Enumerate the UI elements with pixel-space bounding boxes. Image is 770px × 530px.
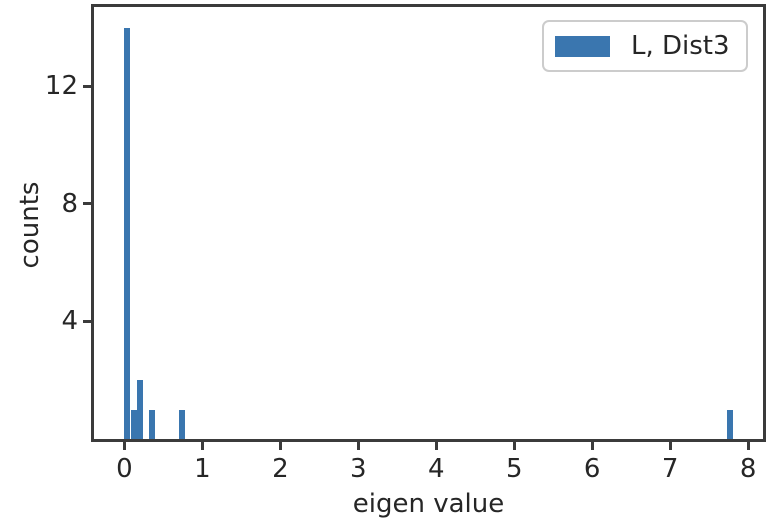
x-axis-tick — [512, 442, 516, 450]
x-axis-label: eigen value — [352, 489, 505, 519]
y-tick-label: 4 — [61, 306, 78, 337]
histogram-bar — [726, 409, 733, 439]
x-tick-label: 0 — [116, 454, 133, 484]
y-axis-tick — [83, 84, 91, 88]
x-tick-label: 8 — [739, 454, 757, 484]
x-axis-tick — [590, 442, 594, 450]
y-axis-tick — [83, 202, 91, 206]
histogram-bar — [179, 409, 186, 439]
x-tick-label: 6 — [583, 454, 601, 484]
histogram-bar — [130, 409, 137, 439]
x-tick-label: 7 — [661, 454, 679, 484]
x-tick-label: 2 — [272, 454, 289, 484]
y-tick-label: 12 — [44, 71, 78, 102]
x-axis-tick — [200, 442, 204, 450]
x-axis-tick — [278, 442, 282, 450]
histogram-bar — [124, 27, 131, 439]
x-tick-label: 1 — [194, 454, 211, 484]
x-axis-tick — [356, 442, 360, 450]
x-tick-label: 3 — [350, 454, 367, 484]
x-axis-tick — [746, 442, 750, 450]
plot-area — [91, 4, 766, 442]
histogram-bar — [136, 380, 143, 439]
y-tick-label: 8 — [61, 188, 78, 219]
legend: L, Dist3 — [542, 20, 748, 72]
legend-label: L, Dist3 — [631, 31, 730, 61]
histogram-bar — [148, 409, 155, 439]
x-tick-label: 5 — [506, 454, 523, 484]
x-axis-tick — [668, 442, 672, 450]
x-tick-label: 4 — [428, 454, 445, 484]
x-axis-tick — [122, 442, 126, 450]
x-axis-tick — [434, 442, 438, 450]
legend-swatch — [555, 35, 610, 57]
y-axis-tick — [83, 319, 91, 323]
